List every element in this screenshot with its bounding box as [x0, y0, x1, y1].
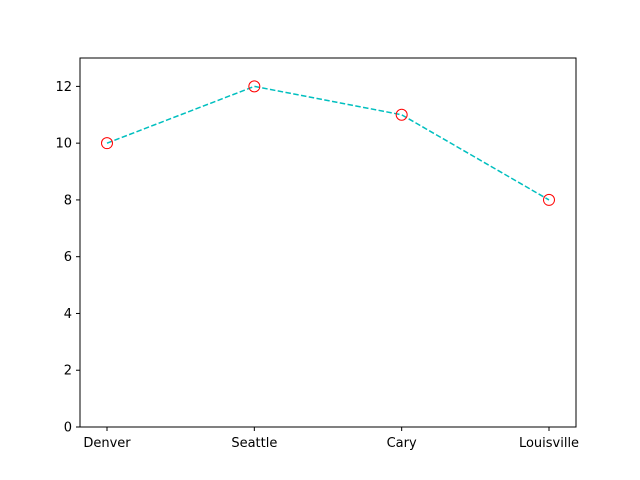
series-line-group: [106, 85, 550, 201]
x-tick-label: Louisville: [519, 436, 579, 451]
data-point-marker: [395, 108, 408, 121]
x-axis: Denver Seattle Cary Louisville: [83, 427, 579, 451]
x-tick-label: Denver: [83, 436, 131, 451]
y-tick-label: 4: [64, 307, 72, 322]
series-markers-group: [101, 80, 555, 206]
data-point-marker: [101, 137, 113, 150]
series-line: [106, 85, 550, 201]
x-tick-label: Seattle: [231, 436, 277, 451]
y-tick-label: 12: [55, 80, 72, 95]
y-tick-label: 8: [64, 193, 72, 208]
plot-frame: [79, 57, 577, 428]
x-tick-label: Cary: [387, 436, 417, 451]
data-point-marker: [543, 193, 555, 206]
y-axis: 0 2 4 6 8 10 12: [55, 80, 80, 436]
y-tick-label: 2: [64, 364, 72, 379]
data-point-marker: [248, 80, 261, 93]
y-tick-label: 10: [55, 137, 72, 152]
y-tick-label: 0: [64, 421, 72, 436]
plot-area-background: [80, 58, 576, 427]
y-tick-label: 6: [64, 250, 72, 265]
